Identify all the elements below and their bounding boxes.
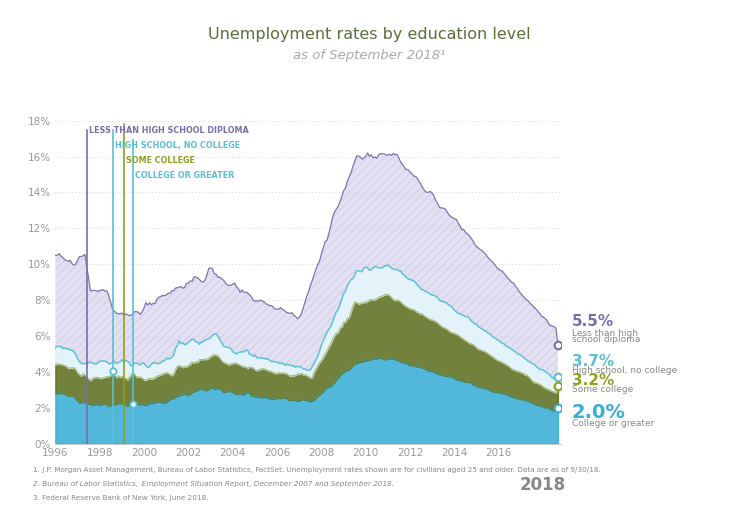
Text: COLLEGE OR GREATER: COLLEGE OR GREATER: [135, 171, 235, 180]
Text: College or greater: College or greater: [572, 419, 655, 428]
Text: 3.7%: 3.7%: [572, 354, 614, 369]
Text: LESS THAN HIGH SCHOOL DIPLOMA: LESS THAN HIGH SCHOOL DIPLOMA: [89, 125, 249, 134]
Text: 2. Bureau of Labor Statistics,  Employment Situation Report, December 2007 and S: 2. Bureau of Labor Statistics, Employmen…: [33, 481, 394, 487]
Text: Less than high: Less than high: [572, 329, 638, 338]
Text: 1. J.P. Morgan Asset Management, Bureau of Labor Statistics, FactSet. Unemployme: 1. J.P. Morgan Asset Management, Bureau …: [33, 467, 601, 473]
Text: 2018: 2018: [520, 476, 566, 494]
Text: as of September 2018¹: as of September 2018¹: [293, 49, 445, 61]
Text: 5.5%: 5.5%: [572, 314, 614, 329]
Text: 3.2%: 3.2%: [572, 373, 614, 388]
Text: SOME COLLEGE: SOME COLLEGE: [126, 156, 195, 165]
Text: school diploma: school diploma: [572, 335, 641, 344]
Text: High school, no college: High school, no college: [572, 366, 677, 375]
Text: 3. Federal Reserve Bank of New York, June 2018.: 3. Federal Reserve Bank of New York, Jun…: [33, 495, 209, 501]
Text: HIGH SCHOOL, NO COLLEGE: HIGH SCHOOL, NO COLLEGE: [115, 141, 241, 150]
Text: Unemployment rates by education level: Unemployment rates by education level: [207, 27, 531, 41]
Text: 2.0%: 2.0%: [572, 404, 626, 423]
Text: Some college: Some college: [572, 385, 633, 394]
